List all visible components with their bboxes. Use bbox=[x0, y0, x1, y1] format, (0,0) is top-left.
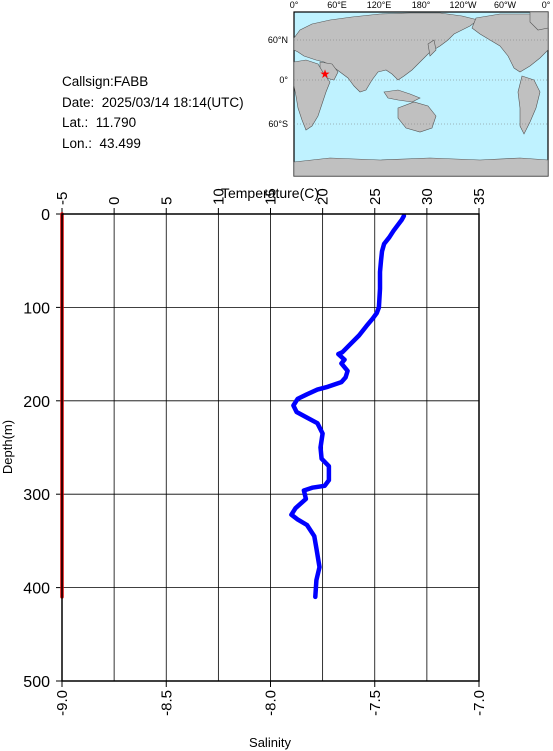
map-lat-tick: 0° bbox=[279, 75, 288, 85]
depth-tick-label: 100 bbox=[23, 300, 50, 317]
map-lon-tick: 0° bbox=[542, 0, 551, 10]
plot-frame bbox=[61, 213, 480, 682]
red-star-icon: ★ bbox=[320, 67, 331, 81]
greenland-land bbox=[529, 11, 549, 31]
date-label: Date: bbox=[62, 94, 95, 110]
world-map: 0° 60°E 120°E 180° 120°W 60°W 0° 60°N 0°… bbox=[268, 0, 551, 177]
date-line: Date: 2025/03/14 18:14(UTC) bbox=[62, 93, 244, 114]
australia-land bbox=[397, 101, 437, 133]
depth-tick-label: 0 bbox=[41, 207, 50, 224]
chart-series bbox=[60, 212, 407, 600]
africa-land bbox=[293, 59, 331, 131]
bottom-axis-label: Salinity bbox=[249, 735, 291, 750]
map-lon-tick: 120°E bbox=[367, 0, 392, 10]
lon-line: Lon.: 43.499 bbox=[62, 134, 244, 155]
map-lat-tick: 60°N bbox=[268, 35, 288, 45]
map-gridlines bbox=[294, 39, 548, 125]
lon-value: 43.499 bbox=[99, 135, 141, 151]
salinity-tick-label: -8.0 bbox=[263, 690, 280, 716]
lat-label: Lat.: bbox=[62, 115, 89, 130]
depth-tick-label: 400 bbox=[23, 581, 50, 598]
map-lat-tick: 60°S bbox=[268, 119, 288, 129]
map-lon-tick: 60°W bbox=[494, 0, 517, 10]
indonesia-land bbox=[383, 89, 421, 103]
map-lon-tick: 0° bbox=[290, 0, 299, 10]
callsign-label: Callsign: bbox=[62, 74, 114, 89]
depth-tick-label: 300 bbox=[23, 487, 50, 504]
japan-land bbox=[427, 39, 437, 57]
salinity-tick-label: -7.5 bbox=[367, 690, 384, 716]
lat-line: Lat.: 11.790 bbox=[62, 113, 244, 134]
depth-tick-label: 500 bbox=[23, 674, 50, 691]
station-info: Callsign:FABB Date: 2025/03/14 18:14(UTC… bbox=[62, 72, 244, 154]
map-lon-tick: 60°E bbox=[327, 0, 347, 10]
y-axis-label: Depth(m) bbox=[0, 420, 15, 474]
south-america-land bbox=[517, 75, 541, 135]
salinity-tick-label: -8.5 bbox=[158, 690, 175, 716]
lat-value: 11.790 bbox=[95, 115, 137, 130]
salinity-tick-label: -9.0 bbox=[54, 690, 71, 716]
date-value: 2025/03/14 18:14(UTC) bbox=[101, 94, 244, 110]
map-lon-tick: 180° bbox=[412, 0, 431, 10]
callsign-line: Callsign:FABB bbox=[62, 72, 244, 93]
antarctica-land bbox=[293, 157, 549, 177]
map-land bbox=[293, 11, 549, 177]
chart-grid bbox=[61, 213, 480, 682]
lon-label: Lon.: bbox=[62, 135, 93, 151]
callsign-value: FABB bbox=[113, 74, 149, 89]
map-lon-tick: 120°W bbox=[449, 0, 477, 10]
temperature-profile-line bbox=[289, 213, 407, 600]
salinity-tick-label: -7.0 bbox=[471, 690, 488, 716]
depth-tick-label: 200 bbox=[23, 394, 50, 411]
